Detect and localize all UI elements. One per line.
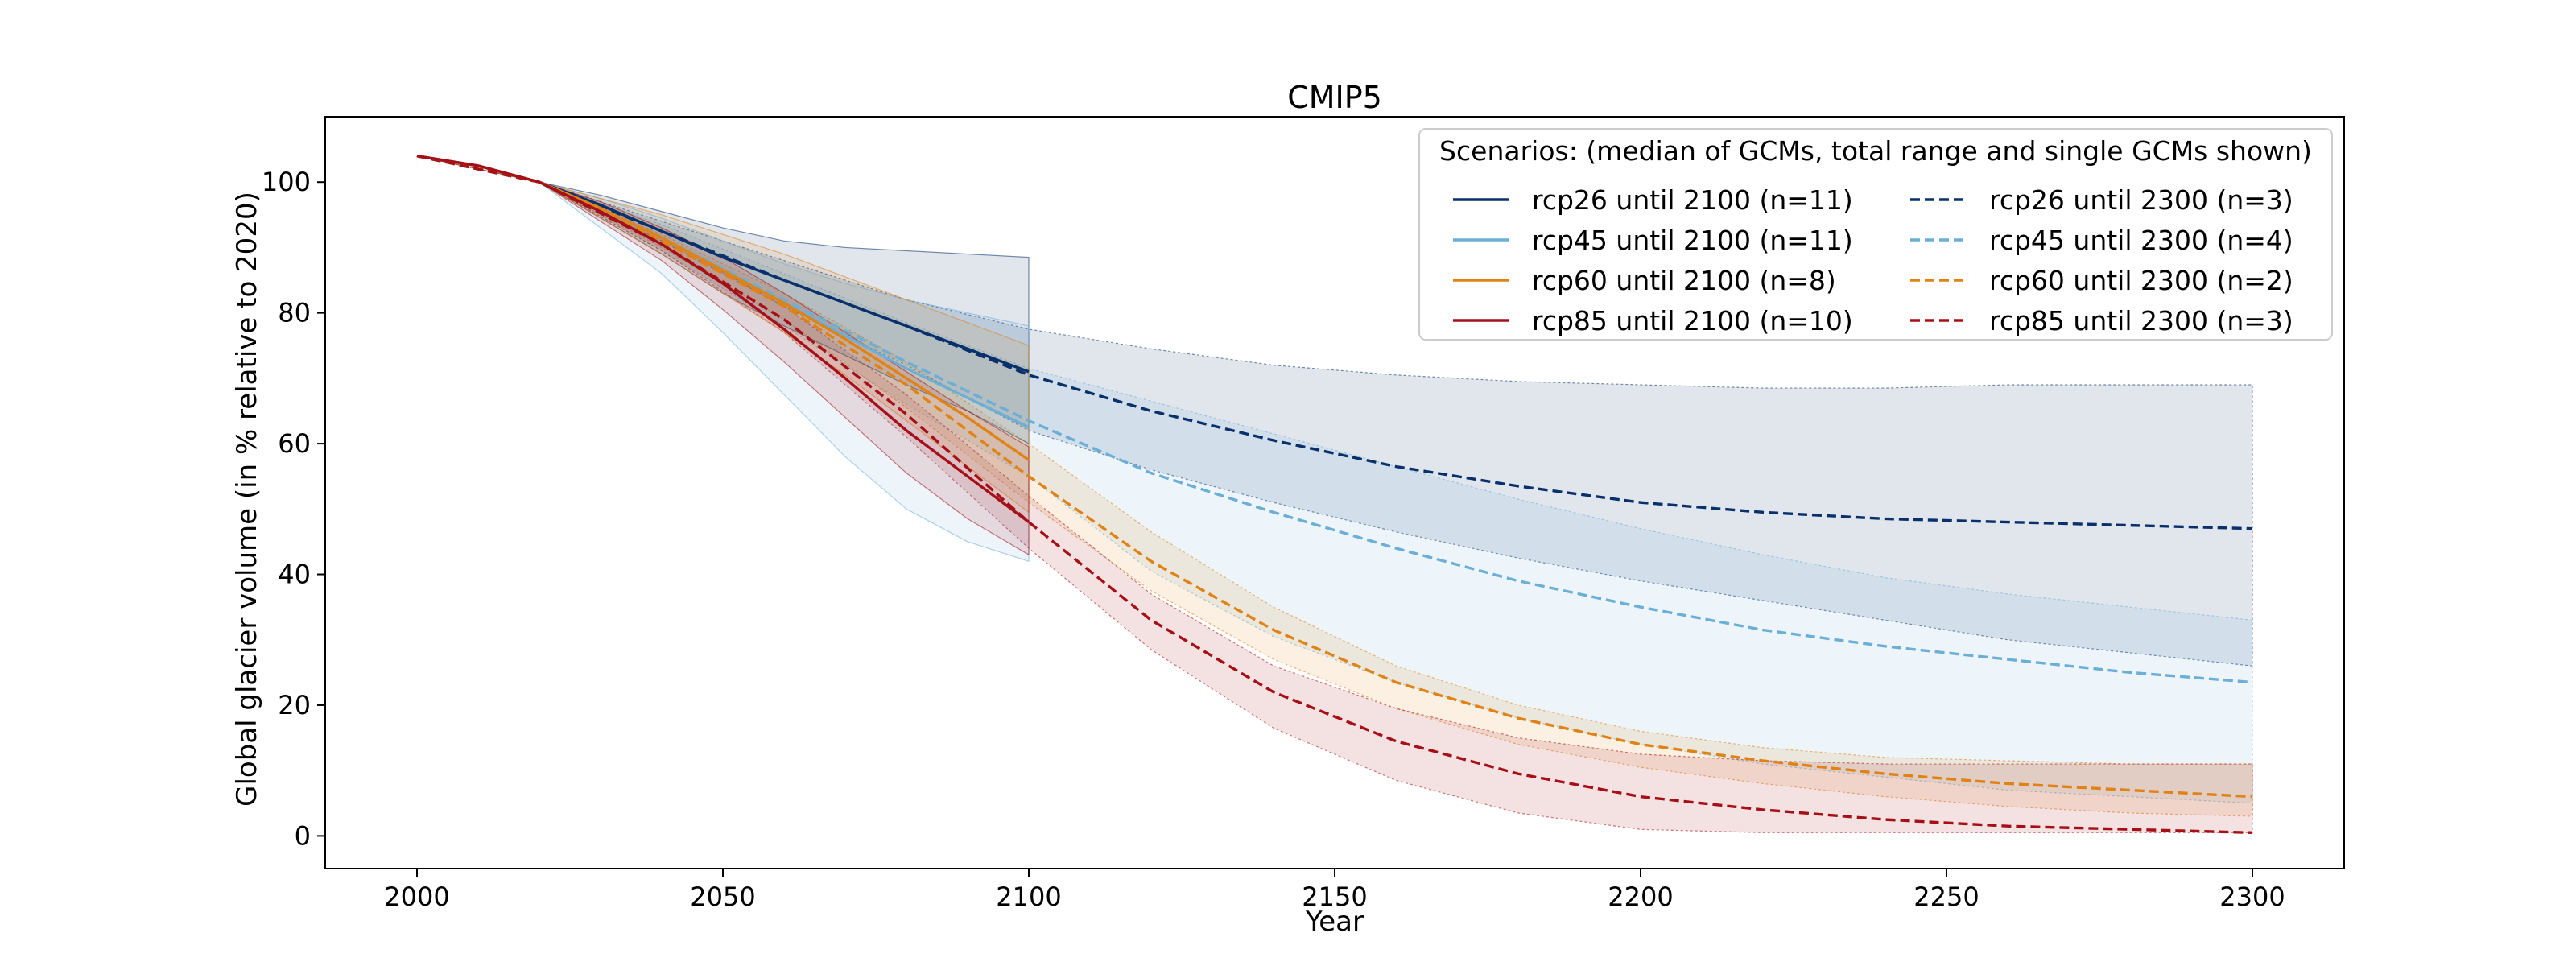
x-tick-label: 2000 (384, 881, 449, 912)
x-tick-label: 2050 (690, 881, 755, 912)
median-lines (416, 155, 2253, 835)
x-tick-label: 2100 (996, 881, 1061, 912)
range-band-rcp26-until-2300-n-3 (416, 155, 2253, 667)
legend-title: Scenarios: (median of GCMs, total range … (1439, 135, 2312, 167)
range-band-rcp45-until-2300-n-4 (416, 155, 2253, 804)
x-tick-label: 2200 (1608, 881, 1673, 912)
legend-entry: rcp45 until 2100 (n=11) (1532, 225, 1853, 256)
y-tick-label: 0 (295, 820, 311, 851)
series-line-rcp26-until-2300-n-3 (416, 155, 2253, 530)
series-line-rcp85-until-2100-n-10 (416, 155, 1030, 523)
y-tick-label: 20 (278, 690, 311, 720)
range-band-rcp85-until-2100-n-10 (416, 155, 1030, 556)
x-tick-label: 2150 (1302, 881, 1367, 912)
x-tick-label: 2250 (1913, 881, 1979, 912)
legend-entry: rcp26 until 2100 (n=11) (1532, 184, 1853, 216)
legend-entry: rcp26 until 2300 (n=3) (1989, 184, 2293, 216)
chart-title: CMIP5 (1287, 80, 1382, 115)
range-bands (416, 155, 2253, 833)
legend-entry: rcp45 until 2300 (n=4) (1989, 225, 2293, 256)
x-axis-label: Year (1305, 906, 1364, 938)
axis-ticks: 2000 2050 2100 2150 2200 2250 2300 0 20 40 60 80 100 (262, 167, 2285, 912)
legend-entry: rcp85 until 2300 (n=3) (1989, 305, 2293, 336)
y-axis-label: Global glacier volume (in % relative to … (231, 192, 263, 807)
series-line-rcp45-until-2300-n-4 (416, 155, 2253, 684)
range-band-rcp85-until-2300-n-3 (416, 155, 2253, 833)
series-line-rcp85-until-2300-n-3 (416, 155, 2253, 835)
legend-entry: rcp85 until 2100 (n=10) (1532, 305, 1853, 336)
y-tick-label: 80 (278, 298, 311, 328)
legend-box (1418, 128, 2333, 341)
y-tick-label: 60 (278, 428, 311, 459)
legend: Scenarios: (median of GCMs, total range … (1418, 128, 2333, 341)
legend-entry: rcp60 until 2100 (n=8) (1532, 265, 1836, 296)
plot-frame (324, 116, 2345, 869)
legend-entry: rcp60 until 2300 (n=2) (1989, 265, 2293, 296)
y-tick-label: 100 (262, 167, 311, 197)
x-tick-label: 2300 (2219, 881, 2285, 912)
range-band-rcp60-until-2100-n-8 (416, 155, 1030, 514)
y-tick-label: 40 (278, 559, 311, 590)
